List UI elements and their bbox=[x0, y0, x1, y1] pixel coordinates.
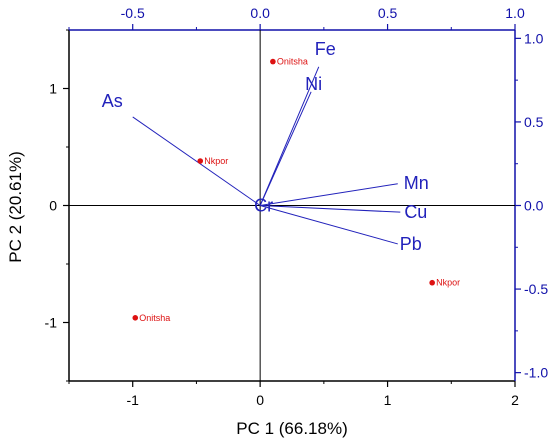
top-tick-label: -0.5 bbox=[121, 5, 145, 21]
y-tick-label: 0 bbox=[49, 198, 57, 214]
observation-points: Onitsha Nkpor Onitsha Nkpor bbox=[132, 57, 460, 323]
observation-point bbox=[132, 315, 139, 321]
loading-label-ni: Ni bbox=[305, 74, 322, 94]
loading-label-as: As bbox=[102, 91, 123, 111]
loading-label-pb: Pb bbox=[400, 234, 422, 254]
x-tick-label: 1 bbox=[384, 392, 392, 408]
loading-label-mn: Mn bbox=[404, 173, 429, 193]
top-tick-label: 0.0 bbox=[250, 5, 270, 21]
x-tick-label: -1 bbox=[126, 392, 139, 408]
y-axis-label: PC 2 (20.61%) bbox=[6, 151, 25, 263]
loading-vector-fe bbox=[259, 66, 320, 206]
right-tick-label: 0.5 bbox=[524, 114, 544, 130]
loading-label-cr: Cr bbox=[254, 196, 273, 216]
y-tick-label: 1 bbox=[49, 81, 57, 97]
right-axis-ticks: -1.0 -0.5 0.0 0.5 1.0 bbox=[515, 30, 548, 381]
loading-label-cu: Cu bbox=[404, 202, 427, 222]
loading-vector-as bbox=[132, 116, 261, 206]
top-axis-ticks: -0.5 0.0 0.5 1.0 bbox=[68, 5, 525, 30]
top-tick-label: 1.0 bbox=[505, 5, 525, 21]
right-tick-label: -0.5 bbox=[524, 281, 548, 297]
x-axis-ticks: -1 0 1 2 bbox=[68, 381, 519, 408]
y-tick-label: -1 bbox=[45, 315, 58, 331]
loading-vector-ni bbox=[259, 91, 312, 206]
observation-point bbox=[270, 58, 276, 65]
zero-lines bbox=[69, 30, 515, 381]
x-tick-label: 0 bbox=[256, 392, 264, 408]
loading-vector-mn bbox=[260, 183, 398, 206]
right-tick-label: 0.0 bbox=[524, 198, 544, 214]
observation-label: Nkpor bbox=[436, 278, 460, 288]
x-tick-label: 2 bbox=[511, 392, 519, 408]
y-axis-ticks: -1 0 1 bbox=[45, 29, 69, 382]
right-tick-label: 1.0 bbox=[524, 30, 544, 46]
right-tick-label: -1.0 bbox=[524, 365, 548, 381]
observation-label: Onitsha bbox=[139, 313, 170, 323]
observation-point bbox=[197, 158, 204, 164]
loading-vector-pb bbox=[260, 205, 398, 245]
observation-point bbox=[429, 279, 435, 286]
loading-vectors: As Fe Ni Mn Cu Pb Cr bbox=[102, 39, 429, 254]
x-axis-label: PC 1 (66.18%) bbox=[236, 419, 348, 438]
observation-label: Onitsha bbox=[277, 57, 308, 67]
top-tick-label: 0.5 bbox=[378, 5, 398, 21]
loading-label-fe: Fe bbox=[315, 39, 336, 59]
loading-vector-cu bbox=[260, 205, 401, 213]
observation-label: Nkpor bbox=[204, 156, 228, 166]
